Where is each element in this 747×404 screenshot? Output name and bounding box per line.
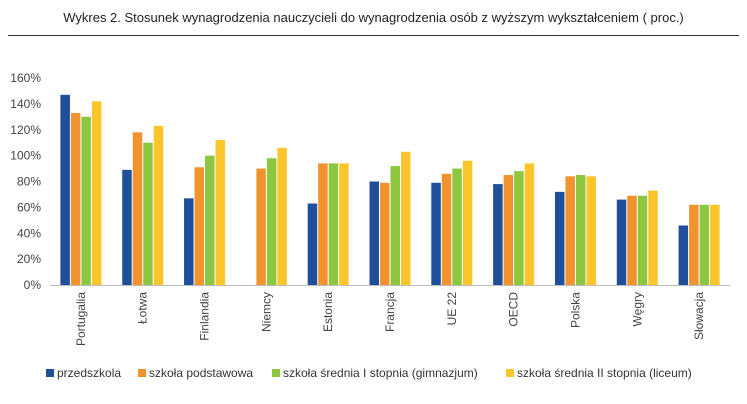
y-tick-label: 60% — [17, 200, 41, 214]
bar-3-7 — [452, 168, 462, 285]
bar-2-1 — [70, 112, 81, 286]
bar-3-5 — [328, 163, 339, 285]
bar-3-11 — [699, 204, 710, 285]
bar-4-5 — [339, 163, 349, 285]
bar-4-10 — [648, 190, 658, 285]
bar-2-2 — [132, 132, 143, 285]
bar-4-3 — [215, 140, 226, 285]
legend-swatch-4 — [506, 369, 514, 377]
bar-4-2 — [153, 125, 164, 286]
category-label: Węgry — [630, 292, 644, 327]
category-label: UE 22 — [445, 292, 459, 326]
legend-swatch-2 — [138, 369, 146, 377]
bar-1-1 — [60, 94, 70, 285]
bar-2-10 — [627, 195, 637, 285]
bar-1-9 — [554, 191, 565, 285]
bar-2-4 — [256, 168, 266, 285]
bar-3-10 — [637, 195, 648, 285]
bar-1-6 — [369, 181, 379, 285]
bar-4-11 — [710, 204, 720, 285]
bars — [60, 94, 720, 286]
bar-2-5 — [318, 163, 328, 285]
bar-2-8 — [503, 175, 514, 285]
category-label: Łotwa — [136, 292, 150, 324]
y-tick-label: 40% — [17, 226, 41, 240]
bar-2-6 — [380, 182, 390, 285]
bar-2-7 — [441, 173, 452, 285]
bar-3-9 — [575, 175, 586, 285]
bar-4-8 — [524, 163, 535, 285]
legend-label-2: szkoła podstawowa — [149, 366, 253, 380]
bar-3-2 — [143, 142, 153, 285]
bar-4-6 — [401, 151, 411, 285]
legend-label-4: szkoła średnia II stopnia (liceum) — [517, 366, 692, 380]
category-label: Estonia — [321, 292, 335, 332]
bar-1-5 — [307, 203, 318, 285]
bar-1-7 — [431, 182, 441, 285]
y-tick-label: 160% — [10, 71, 41, 85]
legend: przedszkola szkoła podstawowa szkoła średn… — [46, 366, 692, 380]
category-label: Portugalia — [74, 292, 88, 346]
bar-4-1 — [91, 101, 102, 285]
bar-4-9 — [586, 176, 596, 285]
bar-3-3 — [205, 155, 215, 285]
category-label: Niemcy — [259, 292, 273, 332]
bar-3-4 — [266, 158, 277, 285]
bar-4-4 — [277, 147, 287, 285]
x-axis: Portugalia Łotwa Finlandia Niemcy Estonia Fra… — [50, 285, 730, 346]
category-label: Polska — [568, 292, 582, 328]
bar-2-3 — [194, 167, 205, 285]
bar-3-8 — [514, 171, 524, 285]
category-label: Finlandia — [198, 292, 212, 341]
y-tick-label: 140% — [10, 97, 41, 111]
bar-1-11 — [678, 225, 689, 285]
legend-label-1: przedszkola — [57, 366, 121, 380]
y-tick-label: 0% — [24, 278, 42, 292]
chart-title: Wykres 2. Stosunek wynagrodzenia nauczyc… — [63, 10, 684, 25]
bar-1-8 — [493, 184, 503, 285]
bar-1-3 — [184, 198, 194, 285]
bar-3-6 — [390, 165, 400, 285]
bar-3-1 — [81, 116, 91, 285]
y-tick-label: 120% — [10, 123, 41, 137]
y-tick-label: 20% — [17, 252, 41, 266]
bar-4-7 — [462, 160, 473, 285]
legend-label-3: szkoła średnia I stopnia (gimnazjum) — [283, 366, 478, 380]
bar-1-10 — [616, 199, 627, 285]
y-tick-label: 80% — [17, 175, 41, 189]
y-axis: 0% 20% 40% 60% 80% 100% 120% 140% 160% — [10, 71, 41, 292]
category-label: Słowacja — [692, 292, 706, 340]
legend-swatch-1 — [46, 369, 54, 377]
bar-2-11 — [689, 204, 699, 285]
y-tick-label: 100% — [10, 149, 41, 163]
category-label: Francja — [383, 292, 397, 332]
category-label: OECD — [507, 292, 521, 327]
title-divider — [8, 35, 739, 36]
bar-1-2 — [122, 169, 132, 285]
bar-2-9 — [565, 176, 575, 285]
legend-swatch-3 — [272, 369, 280, 377]
